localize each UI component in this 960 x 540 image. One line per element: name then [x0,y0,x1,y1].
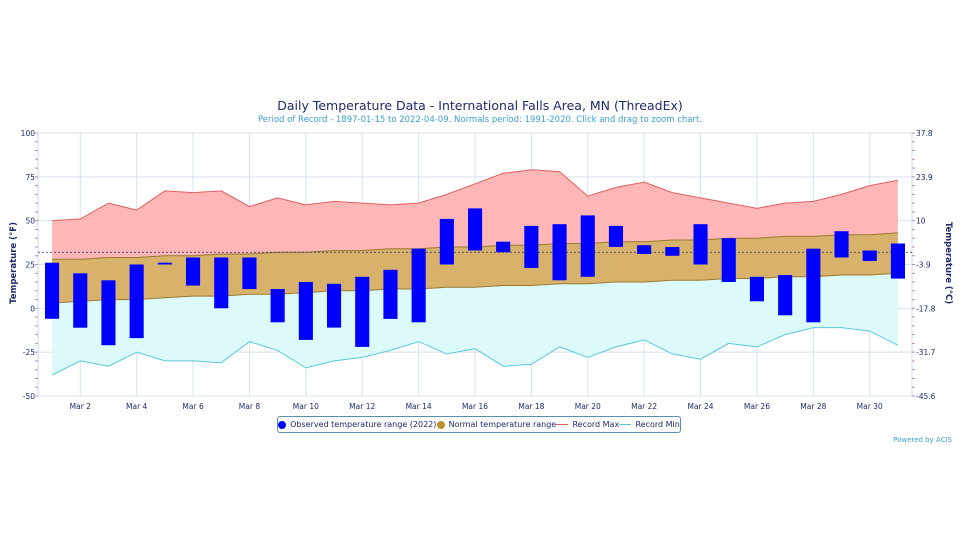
y-tick-label-left: -50 [23,392,35,401]
observed-bar[interactable] [749,276,764,302]
observed-bar[interactable] [242,257,257,290]
legend-item-record-min[interactable]: Record Min [619,420,680,429]
y-axis-label-right: Temperature (°C) [943,222,953,304]
observed-bar[interactable] [693,224,708,265]
y-tick-label-right: -17.8 [916,304,936,313]
observed-bar[interactable] [214,257,229,309]
y-tick-label-left: 100 [21,129,36,138]
observed-bar[interactable] [270,289,285,323]
legend-item-normal[interactable]: Normal temperature range [436,420,557,429]
observed-bar[interactable] [834,231,849,258]
observed-bar[interactable] [468,208,483,251]
x-tick-label: Mar 14 [406,402,432,411]
observed-bar[interactable] [157,262,172,265]
observed-bar[interactable] [298,282,313,340]
legend-label-record-min: Record Min [635,420,680,429]
x-tick-label: Mar 30 [857,402,883,411]
legend-item-record-max[interactable]: Record Max [556,420,619,429]
observed-bar[interactable] [721,238,736,282]
legend-label-observed: Observed temperature range (2022) [290,420,437,429]
observed-bar[interactable] [411,248,426,323]
x-tick-label: Mar 26 [744,402,770,411]
y-tick-label-left: -25 [23,348,35,357]
record-min-area [52,273,898,375]
observed-bar[interactable] [45,262,60,319]
x-tick-label: Mar 20 [575,402,601,411]
observed-bar[interactable] [327,283,342,328]
x-tick-label: Mar 6 [182,402,204,411]
observed-bar[interactable] [101,280,116,346]
chart-subtitle: Period of Record - 1897-01-15 to 2022-04… [257,115,703,125]
y-tick-label-right: -3.9 [916,261,931,270]
observed-bar[interactable] [129,264,144,339]
observed-bar[interactable] [355,276,370,347]
legend-marker-record-min [619,424,632,425]
observed-bar[interactable] [806,248,821,323]
x-tick-label: Mar 18 [518,402,544,411]
y-tick-label-right: -45.6 [916,392,936,401]
observed-bar[interactable] [524,225,539,268]
observed-bar[interactable] [778,275,793,316]
observed-bar[interactable] [383,269,398,319]
x-tick-label: Mar 2 [70,402,92,411]
x-tick-label: Mar 4 [126,402,148,411]
legend-item-observed[interactable]: Observed temperature range (2022) [278,420,436,429]
record-min-line [51,327,899,376]
legend-marker-record-max [556,424,569,425]
observed-bar[interactable] [665,247,680,256]
legend: Observed temperature range (2022) Normal… [277,416,681,433]
legend-label-record-max: Record Max [572,420,620,429]
observed-bar[interactable] [580,215,595,277]
y-tick-label-left: 25 [25,261,35,270]
observed-bar[interactable] [73,273,88,328]
legend-marker-observed [278,420,287,429]
observed-bar[interactable] [552,224,567,281]
x-tick-label: Mar 8 [239,402,261,411]
y-tick-label-right: -31.7 [916,348,936,357]
y-axis-label-left: Temperature (°F) [9,222,19,304]
observed-bar[interactable] [608,225,623,247]
observed-bar[interactable] [496,241,511,253]
x-tick-label: Mar 28 [800,402,826,411]
y-tick-label-right: 10 [916,217,926,226]
y-tick-label-right: 23.9 [916,173,933,182]
y-tick-label-left: 75 [25,173,35,182]
x-tick-label: Mar 22 [631,402,657,411]
observed-bar[interactable] [862,250,877,262]
x-tick-label: Mar 10 [293,402,319,411]
normal-range-area [52,232,898,304]
observed-bar[interactable] [637,245,652,254]
area-layer [38,169,912,376]
x-tick-label: Mar 16 [462,402,488,411]
record-max-line [52,169,898,222]
bar-layer [45,208,905,347]
y-tick-label-left: 50 [25,217,35,226]
legend-marker-normal [436,420,445,429]
chart-title: Daily Temperature Data - International F… [277,98,683,113]
x-tick-label: Mar 12 [349,402,375,411]
powered-by-link[interactable]: Powered by ACIS [893,436,952,444]
axis-layer: 100 37.8 75 23.9 50 10 25 -3.9 0 -17.8 -25 -31.7 -50… [21,129,936,411]
y-tick-label-left: 0 [30,304,35,313]
observed-bar[interactable] [890,243,905,279]
observed-bar[interactable] [439,218,454,265]
x-tick-label: Mar 24 [688,402,714,411]
y-tick-label-right: 37.8 [916,129,933,138]
legend-label-normal: Normal temperature range [448,420,557,429]
observed-bar[interactable] [186,257,201,286]
